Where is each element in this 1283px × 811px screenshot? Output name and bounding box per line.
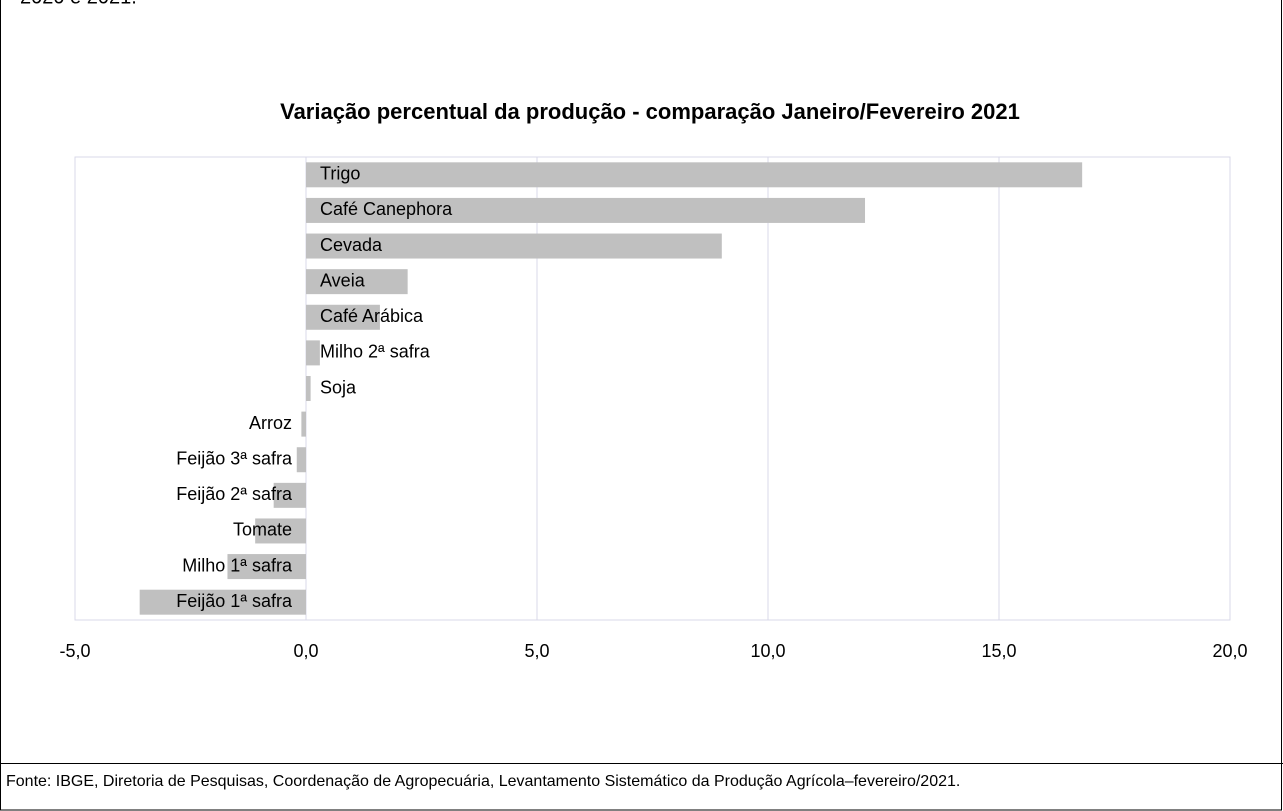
- x-tick-label: 10,0: [750, 641, 785, 661]
- x-tick-label: -5,0: [59, 641, 90, 661]
- category-label: Soja: [320, 377, 357, 397]
- x-tick-label: 5,0: [524, 641, 549, 661]
- footer: Fonte: IBGE, Diretoria de Pesquisas, Coo…: [6, 773, 960, 790]
- bar: [301, 411, 306, 437]
- category-label: Milho 1ª safra: [182, 555, 293, 575]
- bar: [306, 269, 408, 295]
- category-label: Tomate: [233, 520, 292, 540]
- bar: [273, 482, 306, 508]
- category-label: Aveia: [320, 270, 366, 290]
- category-label: Feijão 2ª safra: [176, 484, 293, 504]
- bar: [306, 340, 320, 366]
- category-label: Cevada: [320, 235, 383, 255]
- bar: [306, 197, 866, 223]
- x-tick-label: 0,0: [293, 641, 318, 661]
- bar: [306, 233, 722, 259]
- category-label: Feijão 1ª safra: [176, 591, 293, 611]
- category-label: Trigo: [320, 164, 360, 184]
- bar: [296, 447, 306, 473]
- bar: [306, 376, 311, 401]
- bar: [306, 304, 380, 330]
- chart-title: Variação percentual da produção - compar…: [280, 99, 1020, 124]
- category-label: Milho 2ª safra: [320, 342, 431, 362]
- category-label: Café Arábica: [320, 306, 424, 326]
- category-label: Café Canephora: [320, 199, 453, 219]
- bar: [306, 162, 1083, 188]
- plot-area: [74, 156, 1231, 621]
- bar: [139, 589, 306, 615]
- heading: 2020 e 2021.: [20, 0, 137, 8]
- category-label: Arroz: [249, 413, 292, 433]
- x-tick-label: 15,0: [981, 641, 1016, 661]
- bar: [255, 518, 306, 544]
- x-tick-label: 20,0: [1212, 641, 1247, 661]
- category-label: Feijão 3ª safra: [176, 448, 293, 468]
- bar: [227, 554, 306, 580]
